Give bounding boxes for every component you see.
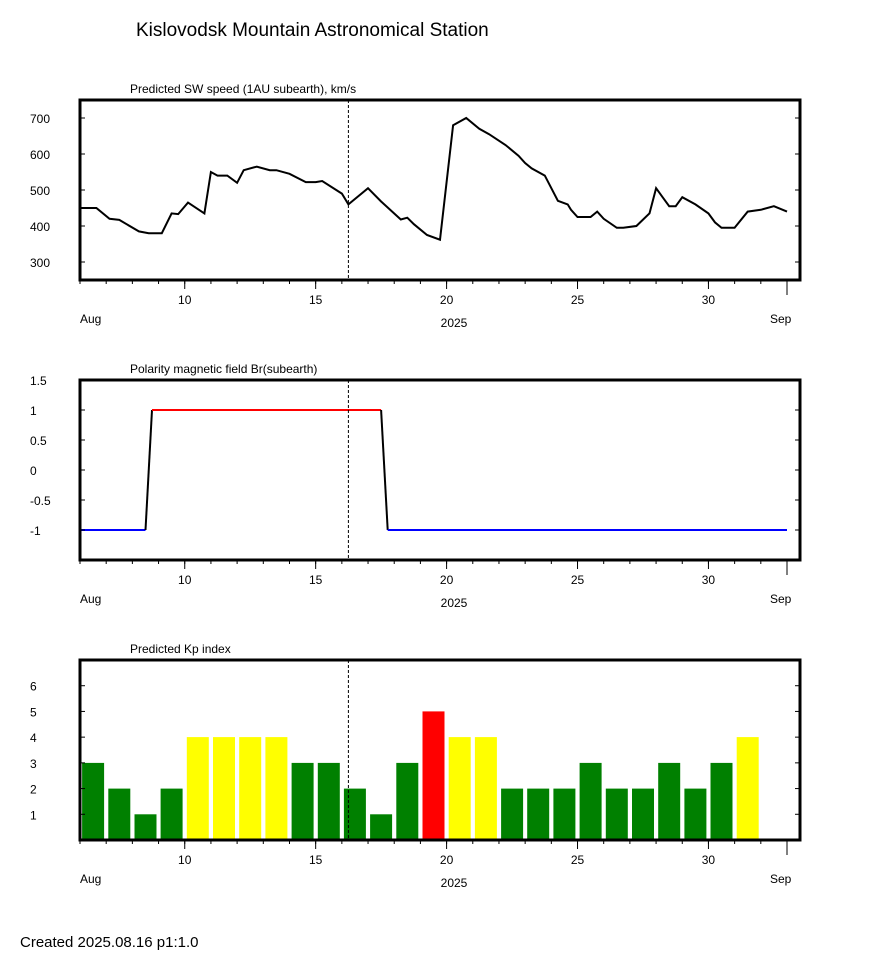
x-end-label: Sep	[770, 312, 792, 326]
kp-bar-2025-08-13	[265, 737, 288, 840]
x-tick-label: 30	[702, 853, 716, 867]
y-tick-label: 1	[30, 808, 37, 822]
kp-bar-2025-08-31	[736, 737, 759, 840]
x-start-label: Aug	[80, 872, 101, 886]
x-start-label: Aug	[80, 592, 101, 606]
y-tick-label: -1	[30, 524, 41, 538]
y-tick-label: 500	[30, 184, 50, 198]
x-tick-label: 10	[178, 853, 192, 867]
created-footer: Created 2025.08.16 p1:1.0	[20, 934, 199, 951]
y-tick-label: 3	[30, 757, 37, 771]
x-tick-label: 20	[440, 293, 454, 307]
kp-bar-2025-08-18	[396, 762, 419, 840]
plot-frame	[78, 378, 802, 562]
polarity-panel: Polarity magnetic field Br(subearth) 1.5 1…	[30, 362, 802, 610]
y-tick-label: 600	[30, 148, 50, 162]
kp-bar-2025-08-07	[108, 788, 131, 840]
y-tick-label: 1.5	[30, 374, 47, 388]
y-tick-label: 400	[30, 220, 50, 234]
panel-title: Polarity magnetic field Br(subearth)	[130, 362, 317, 376]
y-tick-label: 0	[30, 464, 37, 478]
x-year-label: 2025	[441, 596, 468, 610]
y-tick-label: 6	[30, 680, 37, 694]
kp-bar-2025-08-16	[343, 788, 366, 840]
x-start-label: Aug	[80, 312, 101, 326]
kp-bar-2025-08-21	[474, 737, 497, 840]
panel-title: Predicted Kp index	[130, 642, 231, 656]
x-tick-label: 15	[309, 293, 323, 307]
x-tick-label: 10	[178, 573, 192, 587]
kp-bar-2025-08-25	[579, 762, 602, 840]
y-tick-label: 700	[30, 112, 50, 126]
x-year-label: 2025	[441, 876, 468, 890]
kp-bar-2025-08-17	[370, 814, 393, 840]
kp-bar-2025-08-10	[186, 737, 209, 840]
polarity-transition	[144, 409, 153, 531]
y-tick-label: -0.5	[30, 494, 51, 508]
sw-speed-line	[80, 116, 788, 242]
x-tick-label: 25	[571, 293, 585, 307]
y-tick-label: 2	[30, 783, 37, 797]
x-tick-label: 25	[571, 573, 585, 587]
y-tick-label: 0.5	[30, 434, 47, 448]
kp-bar-2025-08-27	[632, 788, 654, 840]
sw-speed-panel: Predicted SW speed (1AU subearth), km/s 3…	[30, 82, 802, 330]
x-tick-label: 10	[178, 293, 192, 307]
y-tick-label: 4	[30, 731, 37, 745]
kp-bar-2025-08-22	[501, 788, 524, 840]
kp-bar-2025-08-08	[134, 814, 157, 840]
x-tick-label: 20	[440, 853, 454, 867]
kp-bar-2025-08-26	[605, 788, 628, 840]
plot-frame	[78, 658, 802, 842]
kp-bar-2025-08-20	[448, 737, 471, 840]
kp-bar-2025-08-09	[160, 788, 183, 840]
panel-title: Predicted SW speed (1AU subearth), km/s	[130, 82, 356, 96]
kp-bar-2025-08-28	[658, 762, 681, 840]
kp-bar-2025-08-24	[553, 788, 576, 840]
x-tick-label: 30	[702, 293, 716, 307]
kp-bar-2025-08-29	[684, 788, 707, 840]
x-year-label: 2025	[441, 316, 468, 330]
kp-bar-2025-08-14	[291, 762, 314, 840]
kp-bar-2025-08-12	[239, 737, 262, 840]
polarity-transition	[380, 409, 389, 531]
x-end-label: Sep	[770, 872, 792, 886]
kp-bar-2025-08-19	[422, 711, 445, 840]
kp-bar-2025-08-23	[527, 788, 550, 840]
y-tick-label: 5	[30, 705, 37, 719]
x-tick-label: 25	[571, 853, 585, 867]
x-tick-label: 20	[440, 573, 454, 587]
x-tick-label: 30	[702, 573, 716, 587]
x-end-label: Sep	[770, 592, 792, 606]
kp-bar-2025-08-11	[213, 737, 235, 840]
kp-bar-2025-08-15	[317, 762, 340, 840]
y-tick-label: 1	[30, 404, 37, 418]
plot-frame	[78, 98, 802, 282]
page-title: Kislovodsk Mountain Astronomical Station	[136, 20, 489, 41]
x-tick-label: 15	[309, 573, 323, 587]
kp-bar-2025-08-30	[710, 762, 733, 840]
y-tick-label: 300	[30, 256, 50, 270]
x-tick-label: 15	[309, 853, 323, 867]
kp-bar-2025-08-06	[82, 762, 105, 840]
